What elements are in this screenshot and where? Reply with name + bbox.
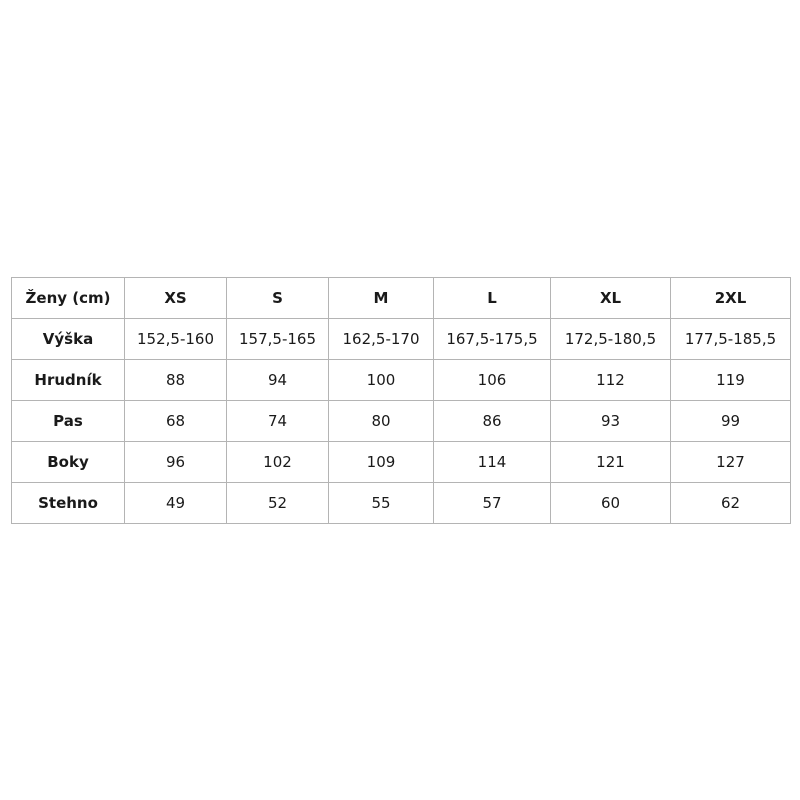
- table-row-height: Výška 152,5-160 157,5-165 162,5-170 167,…: [11, 318, 791, 360]
- value-cell: 62: [670, 482, 791, 524]
- value-cell: 74: [226, 400, 329, 442]
- header-cell-m: M: [328, 277, 434, 319]
- value-cell: 172,5-180,5: [550, 318, 671, 360]
- row-label-cell: Hrudník: [11, 359, 125, 401]
- value-cell: 80: [328, 400, 434, 442]
- value-cell: 94: [226, 359, 329, 401]
- value-cell: 52: [226, 482, 329, 524]
- header-cell-xs: XS: [124, 277, 227, 319]
- value-cell: 102: [226, 441, 329, 483]
- row-label-cell: Stehno: [11, 482, 125, 524]
- header-cell-2xl: 2XL: [670, 277, 791, 319]
- value-cell: 86: [433, 400, 551, 442]
- table-row-waist: Pas 68 74 80 86 93 99: [11, 400, 791, 442]
- value-cell: 114: [433, 441, 551, 483]
- value-cell: 177,5-185,5: [670, 318, 791, 360]
- value-cell: 112: [550, 359, 671, 401]
- header-cell-s: S: [226, 277, 329, 319]
- value-cell: 121: [550, 441, 671, 483]
- row-label-cell: Výška: [11, 318, 125, 360]
- value-cell: 68: [124, 400, 227, 442]
- table-row-hips: Boky 96 102 109 114 121 127: [11, 441, 791, 483]
- value-cell: 88: [124, 359, 227, 401]
- row-label-cell: Pas: [11, 400, 125, 442]
- row-label-cell: Boky: [11, 441, 125, 483]
- header-cell-xl: XL: [550, 277, 671, 319]
- value-cell: 119: [670, 359, 791, 401]
- value-cell: 162,5-170: [328, 318, 434, 360]
- value-cell: 57: [433, 482, 551, 524]
- table-row-chest: Hrudník 88 94 100 106 112 119: [11, 359, 791, 401]
- table-header-row: Ženy (cm) XS S M L XL 2XL: [11, 277, 791, 319]
- value-cell: 96: [124, 441, 227, 483]
- value-cell: 60: [550, 482, 671, 524]
- value-cell: 49: [124, 482, 227, 524]
- value-cell: 55: [328, 482, 434, 524]
- table-row-thigh: Stehno 49 52 55 57 60 62: [11, 482, 791, 524]
- value-cell: 152,5-160: [124, 318, 227, 360]
- value-cell: 99: [670, 400, 791, 442]
- women-size-chart-table: Ženy (cm) XS S M L XL 2XL Výška 152,5-16…: [11, 277, 791, 524]
- value-cell: 127: [670, 441, 791, 483]
- value-cell: 93: [550, 400, 671, 442]
- value-cell: 157,5-165: [226, 318, 329, 360]
- value-cell: 100: [328, 359, 434, 401]
- value-cell: 106: [433, 359, 551, 401]
- value-cell: 167,5-175,5: [433, 318, 551, 360]
- header-cell-l: L: [433, 277, 551, 319]
- value-cell: 109: [328, 441, 434, 483]
- header-cell-women-cm: Ženy (cm): [11, 277, 125, 319]
